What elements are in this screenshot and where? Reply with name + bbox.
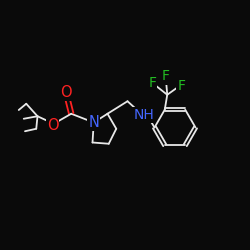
Text: F: F [148,76,156,90]
Text: N: N [88,115,99,130]
Text: O: O [60,85,72,100]
Text: O: O [47,118,58,132]
Text: F: F [162,70,170,84]
Text: NH: NH [134,108,154,122]
Text: F: F [178,79,186,93]
